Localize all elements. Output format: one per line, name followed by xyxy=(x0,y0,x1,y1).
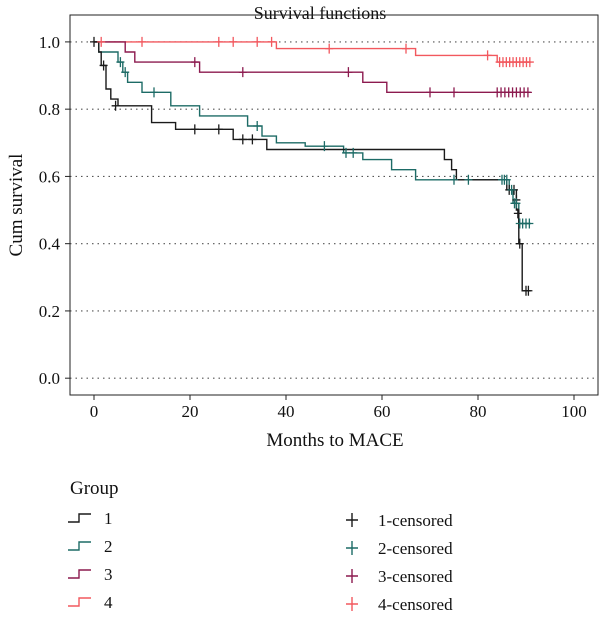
y-axis-label: Cum survival xyxy=(6,154,27,257)
series-3-censor-mark xyxy=(238,67,247,78)
chart-title: Survival functions xyxy=(254,3,387,23)
series-layer xyxy=(94,41,531,292)
series-2-censor-mark xyxy=(150,87,158,98)
series-2-censor-mark xyxy=(116,57,125,68)
legend-line-swatch-3 xyxy=(68,569,91,579)
series-1-censor-mark xyxy=(513,208,522,219)
series-2-censor-mark xyxy=(320,141,329,152)
legend-censor-label-1: 1-censored xyxy=(378,511,453,530)
y-tick-label: 0.4 xyxy=(39,235,61,254)
series-2-censor-mark xyxy=(507,184,516,195)
y-tick-label: 0.0 xyxy=(39,369,60,388)
legend-censor-swatch-1 xyxy=(346,513,358,527)
series-2-censor-mark xyxy=(349,147,358,158)
series-3-censor-mark xyxy=(190,57,199,68)
series-4-censor-mark xyxy=(229,36,238,47)
series-2-censor-mark xyxy=(525,218,534,229)
series-1-censor-mark xyxy=(238,134,247,145)
series-4-censor-mark xyxy=(267,36,276,47)
series-1-censor-mark xyxy=(515,238,524,249)
series-3-line xyxy=(94,41,531,93)
series-4-censor-mark xyxy=(97,36,106,47)
series-2-line xyxy=(94,41,531,225)
x-tick-label: 40 xyxy=(278,402,295,421)
series-3-censor-mark xyxy=(523,87,532,98)
series-1-censor-mark xyxy=(99,60,108,71)
plot-area-frame xyxy=(69,14,599,396)
legend-censor-label-2: 2-censored xyxy=(378,539,453,558)
series-1-line xyxy=(94,41,531,292)
series-3-censor-mark xyxy=(426,87,434,98)
censor-layer xyxy=(90,36,534,296)
legend-title: Group xyxy=(70,478,119,499)
series-2-censor-mark xyxy=(342,147,350,158)
legend-line-label-3: 3 xyxy=(104,565,113,584)
series-1-censor-mark xyxy=(524,285,533,296)
series-4-censor-mark xyxy=(483,50,492,61)
legend-line-swatch-4 xyxy=(68,597,91,607)
series-2-censor-mark xyxy=(502,174,511,185)
series-1-censor-mark xyxy=(190,124,199,135)
y-tick-label: 1.0 xyxy=(39,33,60,52)
series-4-censor-mark xyxy=(525,57,534,68)
legend-line-swatch-2 xyxy=(68,541,91,551)
series-4-censor-mark xyxy=(402,43,410,54)
series-4-censor-mark xyxy=(325,43,334,54)
series-4-censor-mark xyxy=(253,36,262,47)
series-4-censor-mark xyxy=(138,36,146,47)
x-tick-label: 80 xyxy=(470,402,487,421)
series-1-censor-mark xyxy=(90,36,98,47)
x-tick-label: 100 xyxy=(561,402,587,421)
series-4-line xyxy=(94,41,531,63)
x-axis-label: Months to MACE xyxy=(266,430,403,451)
series-3-censor-mark xyxy=(344,67,353,78)
legend-censor-swatch-2 xyxy=(346,541,358,555)
x-axis: 0 20 40 60 80 100 xyxy=(90,395,587,421)
legend-line-label-1: 1 xyxy=(104,509,113,528)
x-tick-label: 60 xyxy=(374,402,391,421)
y-tick-label: 0.6 xyxy=(39,167,60,186)
series-1-censor-mark xyxy=(111,100,120,111)
x-tick-label: 20 xyxy=(182,402,199,421)
series-2-censor-mark xyxy=(121,67,130,78)
legend-line-label-2: 2 xyxy=(104,537,113,556)
legend-line-swatch-1 xyxy=(68,513,91,523)
series-3-censor-mark xyxy=(450,87,458,98)
y-tick-label: 0.2 xyxy=(39,302,60,321)
series-2-censor-mark xyxy=(464,174,473,185)
series-1-censor-mark xyxy=(248,134,257,145)
series-4-censor-mark xyxy=(214,36,223,47)
legend-censor-swatch-3 xyxy=(346,569,358,583)
series-2-censor-mark xyxy=(450,174,458,185)
y-axis: 0.0 0.2 0.4 0.6 0.8 1.0 xyxy=(39,33,70,388)
y-tick-label: 0.8 xyxy=(39,100,60,119)
x-tick-label: 0 xyxy=(90,402,99,421)
legend-censor-label-4: 4-censored xyxy=(378,595,453,614)
series-1-censor-mark xyxy=(214,124,223,135)
series-2-censor-mark xyxy=(512,198,521,209)
legend-censor-swatch-4 xyxy=(346,597,358,611)
legend-censor-label-3: 3-censored xyxy=(378,567,453,586)
legend: 1 1-censored 2 2-censored 3 3-censored 4 4-cens… xyxy=(68,509,453,614)
series-2-censor-mark xyxy=(253,120,262,131)
legend-line-label-4: 4 xyxy=(104,593,113,612)
